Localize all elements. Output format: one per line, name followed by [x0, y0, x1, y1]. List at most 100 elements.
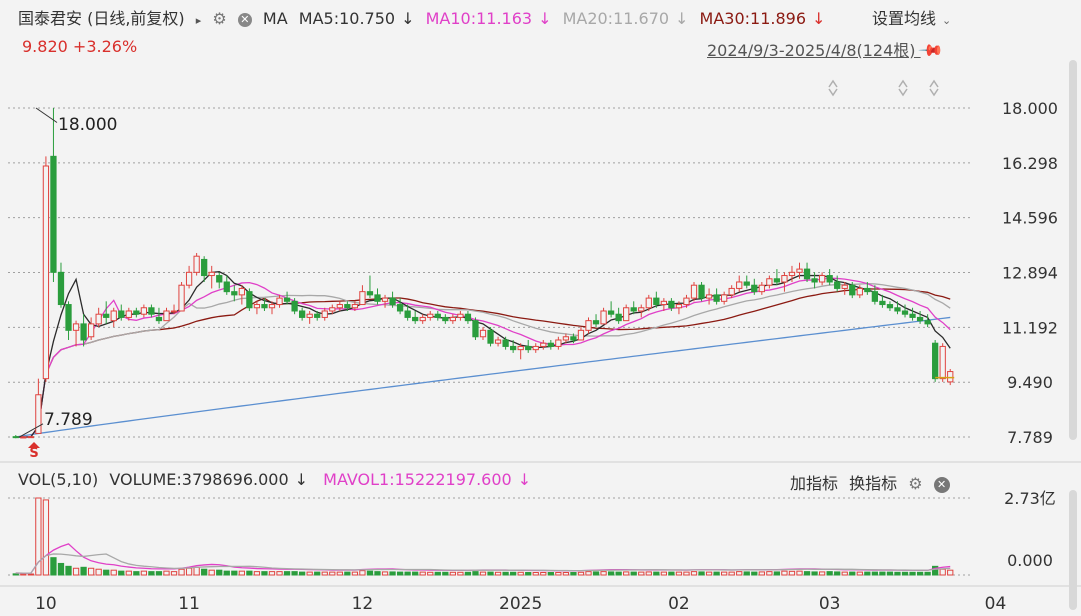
- candle-body: [389, 297, 396, 306]
- candle-body: [766, 278, 773, 286]
- candle-body: [653, 297, 660, 306]
- candle-body: [879, 300, 886, 306]
- candle-body: [758, 284, 765, 293]
- candle-body: [909, 313, 916, 318]
- candle-body: [947, 371, 954, 383]
- volume-bar: [743, 571, 750, 576]
- ma-label: MA: [262, 9, 288, 28]
- candle-body: [668, 300, 675, 309]
- volume-bar: [65, 565, 72, 576]
- volume-bar: [133, 571, 140, 576]
- candle-body: [698, 284, 705, 299]
- ma20-line: [15, 282, 951, 438]
- candle-body: [268, 304, 276, 309]
- date-range[interactable]: 2024/9/3-2025/4/8(124根) 📌: [707, 37, 944, 65]
- volume-bar: [27, 573, 34, 576]
- volume-bar: [585, 571, 592, 576]
- candle-body: [494, 339, 502, 344]
- mavol-down-icon: ↓: [517, 470, 532, 489]
- volume-bar: [879, 571, 886, 576]
- volume-bar: [238, 570, 245, 576]
- volume-bar: [592, 571, 600, 576]
- signal-s-marker: S: [29, 446, 38, 461]
- volume-bar: [298, 571, 306, 576]
- gear-icon[interactable]: ⚙: [908, 474, 923, 493]
- volume-bar: [50, 557, 57, 576]
- volume-bar: [419, 571, 426, 576]
- add-indicator-button[interactable]: 加指标: [790, 474, 839, 493]
- candle-body: [585, 320, 592, 331]
- candle-body: [42, 165, 50, 380]
- volume-bar: [148, 571, 155, 576]
- volume-bar: [773, 571, 781, 576]
- candle-body: [773, 278, 781, 283]
- volume-bar: [374, 571, 381, 576]
- volume-scrollbar[interactable]: [1069, 490, 1077, 610]
- stock-name[interactable]: 国泰君安 (日线,前复权): [18, 9, 185, 28]
- volume-bar: [103, 569, 110, 576]
- candle-body: [374, 294, 381, 302]
- candle-body: [87, 323, 95, 338]
- volume-bar: [924, 571, 931, 576]
- candle-body: [419, 316, 426, 322]
- volume-bar: [87, 567, 95, 576]
- chart-header: 国泰君安 (日线,前复权) ▸ ⚙ ✕ MA MA5:10.750 ↓ MA10:…: [18, 5, 831, 29]
- volume-bar: [841, 571, 848, 576]
- candle-body: [660, 300, 668, 306]
- candle-body: [306, 313, 313, 318]
- main-scrollbar[interactable]: [1069, 60, 1077, 440]
- volume-bar: [231, 570, 238, 576]
- volume-bar: [811, 571, 818, 576]
- candle-body: [283, 297, 291, 302]
- switch-indicator-button[interactable]: 换指标: [849, 474, 898, 493]
- event-icon: [898, 79, 908, 97]
- candle-body: [736, 281, 743, 289]
- volume-bar: [321, 571, 328, 576]
- x-axis-label: 11: [178, 594, 200, 614]
- close-icon[interactable]: ✕: [237, 13, 252, 27]
- candle-body: [871, 291, 879, 302]
- volume-bar: [645, 571, 652, 576]
- candle-body: [826, 275, 833, 283]
- volume-bar: [736, 571, 743, 576]
- pin-icon[interactable]: 📌: [916, 36, 945, 65]
- candle-body: [329, 307, 336, 312]
- candle-body: [803, 268, 811, 280]
- candle-body: [532, 345, 539, 351]
- high-annotation: 18.000: [58, 115, 117, 135]
- candle-body: [743, 281, 750, 286]
- volume-bar: [155, 571, 163, 576]
- candle-body: [427, 313, 434, 318]
- volume-bar: [118, 570, 125, 576]
- volume-bar: [95, 568, 102, 576]
- gear-icon[interactable]: ⚙: [212, 9, 227, 28]
- volume-bar: [856, 571, 863, 576]
- volume-bar: [314, 571, 321, 576]
- volume-bar: [125, 570, 132, 576]
- candle-body: [155, 316, 163, 322]
- volume-tick-label: 2.73亿: [1004, 489, 1056, 508]
- candle-body: [570, 336, 577, 341]
- volume-bar: [276, 571, 283, 576]
- candle-body: [645, 297, 652, 309]
- set-ma-button[interactable]: 设置均线 ⌄: [872, 5, 957, 29]
- price-change: +3.26%: [72, 37, 138, 56]
- candle-body: [163, 310, 170, 322]
- candle-body: [932, 342, 939, 380]
- volume-bar: [42, 499, 50, 576]
- volume-tick-label: 0.000: [1007, 551, 1053, 570]
- expand-arrow-icon[interactable]: ▸: [195, 14, 202, 27]
- candle-body: [366, 291, 374, 296]
- price-tick-label: 18.000: [1002, 99, 1058, 118]
- volume-bar: [675, 571, 683, 576]
- volume-bar: [600, 571, 607, 576]
- volume-bar: [894, 571, 901, 576]
- candle-body: [434, 313, 441, 318]
- candle-body: [140, 307, 148, 315]
- candle-body: [592, 320, 600, 325]
- candle-body: [201, 258, 208, 277]
- candle-body: [818, 275, 826, 283]
- volume-bar: [683, 571, 690, 576]
- close-icon[interactable]: ✕: [933, 477, 950, 493]
